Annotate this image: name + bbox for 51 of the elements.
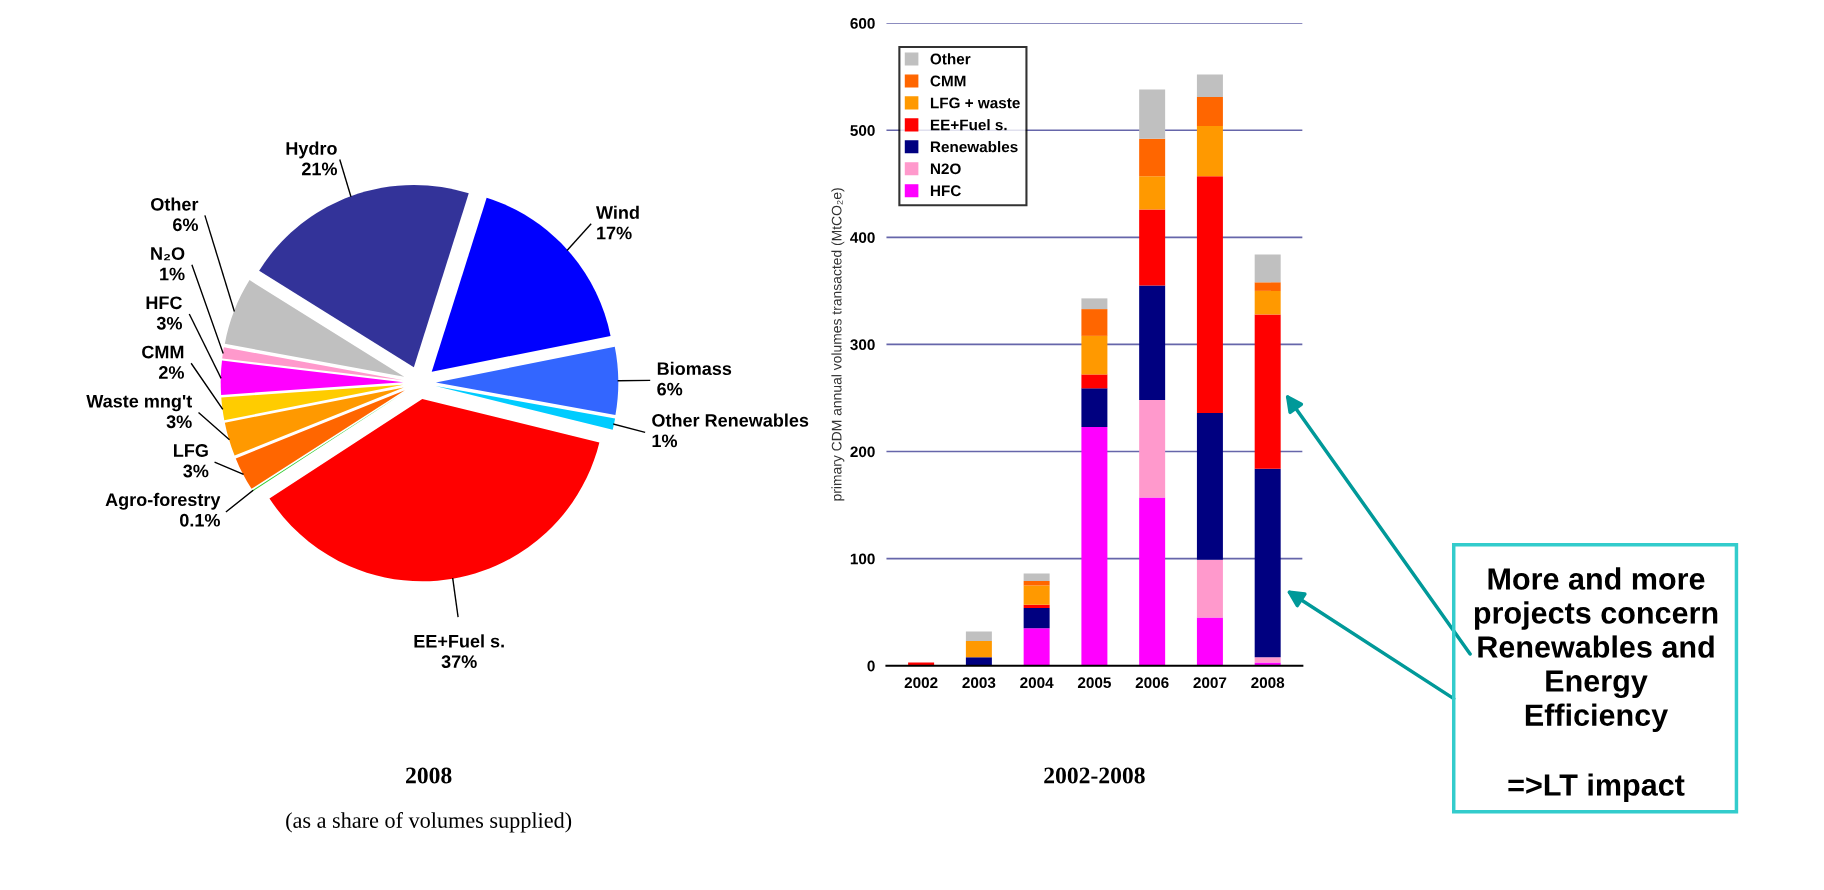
data-label: 0.1% bbox=[180, 513, 220, 527]
x-tick-label: 2006 bbox=[1135, 677, 1169, 689]
data-label: 37% bbox=[441, 655, 477, 669]
legend-label: EE+Fuel s. bbox=[930, 119, 1007, 131]
data-label: 6% bbox=[173, 218, 198, 232]
y-tick-label: 200 bbox=[850, 446, 875, 458]
y-tick-label: 100 bbox=[850, 553, 875, 565]
legend-label: CMM bbox=[930, 75, 966, 87]
slice-label: Other bbox=[151, 197, 199, 211]
slice-label: LFG bbox=[174, 444, 208, 457]
legend-label: HFC bbox=[930, 185, 961, 197]
slice-label: Biomass bbox=[657, 361, 732, 376]
y-tick-label: 500 bbox=[850, 125, 875, 136]
text: =>LT impact bbox=[1508, 773, 1685, 802]
text: More and more projects concern Renewables and Energy Efficiency bbox=[1474, 567, 1718, 733]
text: 2002-2008 bbox=[1044, 767, 1145, 784]
data-label: 21% bbox=[301, 162, 338, 176]
y-tick-label: 300 bbox=[850, 339, 875, 351]
slice-label: CMM bbox=[142, 345, 184, 359]
slice-label: Other Renewables bbox=[652, 413, 809, 427]
legend-label: Renewables bbox=[930, 141, 1018, 153]
data-label: 2% bbox=[158, 366, 184, 379]
data-label: 1% bbox=[160, 267, 185, 281]
data-label: 1% bbox=[652, 434, 678, 448]
data-label: 3% bbox=[183, 464, 209, 478]
data-label: 3% bbox=[166, 415, 192, 429]
slice-label: EE+Fuel s. bbox=[414, 634, 504, 648]
slice-label: Agro-forestry bbox=[105, 492, 221, 510]
x-tick-label: 2007 bbox=[1193, 677, 1227, 689]
slice-label: HFC bbox=[146, 296, 182, 310]
y-tick-label: 400 bbox=[850, 232, 875, 244]
legend-label: N2O bbox=[930, 163, 961, 175]
data-label: 6% bbox=[657, 382, 683, 396]
x-tick-label: 2008 bbox=[1251, 677, 1285, 689]
data-label: 3% bbox=[156, 316, 182, 330]
legend-label: Other bbox=[930, 53, 971, 65]
slice-label: Hydro bbox=[286, 141, 337, 159]
y-tick-label: 0 bbox=[867, 660, 875, 672]
y-axis-title: primary CDM annual volumes transacted (MtCO₂e) bbox=[831, 188, 845, 501]
x-tick-label: 2003 bbox=[962, 677, 996, 689]
legend-label: LFG + waste bbox=[930, 97, 1020, 109]
slice-label: N₂O bbox=[151, 247, 185, 261]
data-label: 17% bbox=[597, 226, 632, 240]
x-tick-label: 2002 bbox=[904, 677, 938, 689]
text: 2008 bbox=[406, 767, 452, 784]
slice-label: Waste mng't bbox=[86, 394, 193, 412]
text: (as a share of volumes supplied) bbox=[286, 812, 572, 833]
x-tick-label: 2004 bbox=[1020, 677, 1054, 689]
y-tick-label: 600 bbox=[850, 18, 875, 29]
slice-label: Wind bbox=[596, 205, 639, 219]
x-tick-label: 2005 bbox=[1077, 677, 1111, 689]
